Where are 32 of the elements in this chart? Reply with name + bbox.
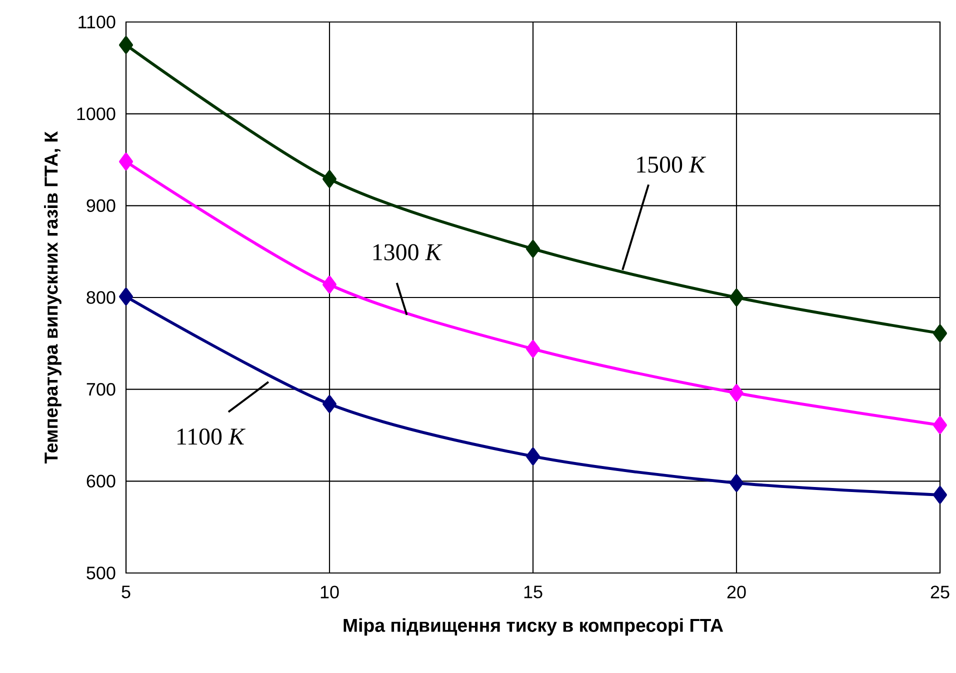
y-tick-label: 900 — [86, 199, 116, 212]
x-tick-label: 25 — [930, 586, 950, 598]
x-tick-label: 15 — [524, 586, 542, 598]
y-axis-title: Температура випускних газів ГТА, К — [44, 131, 62, 464]
y-tick-label: 1100 — [78, 16, 116, 28]
point — [526, 240, 540, 258]
point — [322, 395, 336, 413]
point — [119, 152, 133, 170]
point — [526, 448, 540, 466]
point — [322, 170, 336, 188]
x-axis-title: Міра підвищення тиску в компресорі ГТА — [344, 618, 724, 636]
y-tick-label: 1000 — [77, 107, 116, 120]
point — [730, 474, 744, 492]
point — [526, 340, 540, 358]
x-tick-label: 10 — [320, 586, 339, 598]
y-tick-label: 600 — [86, 474, 116, 488]
point — [933, 324, 947, 342]
annotation: 1100 K — [177, 428, 246, 445]
point — [933, 486, 947, 504]
y-tick-label: 700 — [86, 382, 116, 396]
annotation: 1500 K — [637, 156, 706, 173]
annotation: 1300 K — [373, 244, 442, 260]
point — [119, 288, 133, 306]
x-tick-label: 5 — [122, 586, 130, 598]
y-tick-label: 500 — [86, 566, 116, 580]
point — [119, 36, 133, 54]
point — [933, 416, 947, 434]
point — [322, 276, 336, 294]
x-tick-label: 20 — [727, 586, 746, 598]
point — [730, 288, 744, 306]
point — [730, 384, 744, 402]
y-tick-label: 800 — [86, 291, 116, 304]
